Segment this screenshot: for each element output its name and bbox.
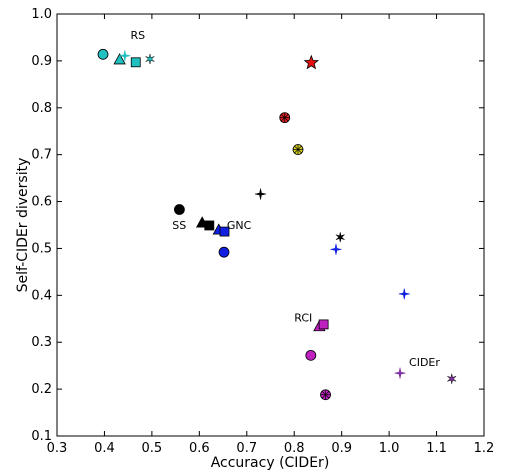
- data-point-square: [130, 57, 141, 68]
- data-point-asterisk: [447, 373, 457, 384]
- annotation-label: SS: [172, 219, 186, 232]
- data-point-circle-cross: [320, 389, 331, 401]
- x-tick-label: 0.5: [142, 441, 163, 456]
- data-point-circle: [218, 246, 230, 258]
- data-point-star4: [398, 288, 410, 300]
- data-point-star4: [254, 188, 267, 200]
- y-axis-label: Self-CIDEr diversity: [15, 158, 31, 293]
- y-tick-label: 0.5: [31, 241, 52, 256]
- annotation-label: RS: [131, 29, 146, 42]
- data-point-star4: [330, 243, 342, 255]
- data-point-circle: [97, 48, 109, 60]
- y-tick-label: 0.3: [31, 335, 52, 350]
- data-point-triangle: [113, 53, 126, 65]
- data-point-circle-cross: [279, 112, 291, 124]
- y-tick-label: 0.4: [31, 288, 52, 303]
- data-point-square: [219, 226, 230, 237]
- y-tick-label: 0.2: [31, 382, 52, 397]
- x-tick-label: 1.1: [426, 441, 447, 456]
- data-point-circle: [174, 204, 185, 215]
- data-point-square: [204, 220, 215, 231]
- y-tick-label: 0.9: [31, 54, 52, 69]
- data-point-circle: [305, 349, 317, 361]
- data-points: [97, 48, 457, 401]
- y-tick-label: 0.7: [31, 148, 52, 163]
- annotation-label: CIDEr: [409, 356, 440, 369]
- data-point-star4: [119, 50, 131, 62]
- y-tick-label: 0.6: [31, 195, 52, 210]
- annotations: RS SS GNC RCI CIDEr: [131, 29, 441, 369]
- axis-ticks: 0.3 0.4 0.5 0.6 0.7 0.8 0.9 1.0 1.1 1.2 0.1 0.2 0.3 0…: [31, 7, 494, 456]
- data-point-square: [318, 319, 329, 330]
- data-point-star5: [303, 54, 320, 70]
- x-tick-label: 0.7: [236, 441, 257, 456]
- data-point-star4: [394, 367, 406, 379]
- data-point-circle-cross: [292, 144, 304, 155]
- x-tick-label: 1.0: [379, 441, 400, 456]
- annotation-label: RCI: [294, 312, 312, 325]
- data-point-asterisk: [145, 53, 155, 65]
- x-tick-label: 0.9: [331, 441, 352, 456]
- x-tick-label: 0.3: [47, 441, 68, 456]
- x-tick-label: 0.4: [94, 441, 115, 456]
- annotation-label: GNC: [227, 219, 252, 232]
- x-tick-label: 0.8: [284, 441, 305, 456]
- x-tick-label: 0.6: [189, 441, 210, 456]
- y-tick-label: 0.1: [31, 429, 52, 444]
- x-axis-label: Accuracy (CIDEr): [211, 455, 330, 471]
- x-tick-label: 1.2: [474, 441, 495, 456]
- y-tick-label: 1.0: [31, 7, 52, 22]
- data-point-asterisk: [335, 232, 345, 243]
- plot-frame: [56, 13, 485, 437]
- y-tick-label: 0.8: [31, 101, 52, 116]
